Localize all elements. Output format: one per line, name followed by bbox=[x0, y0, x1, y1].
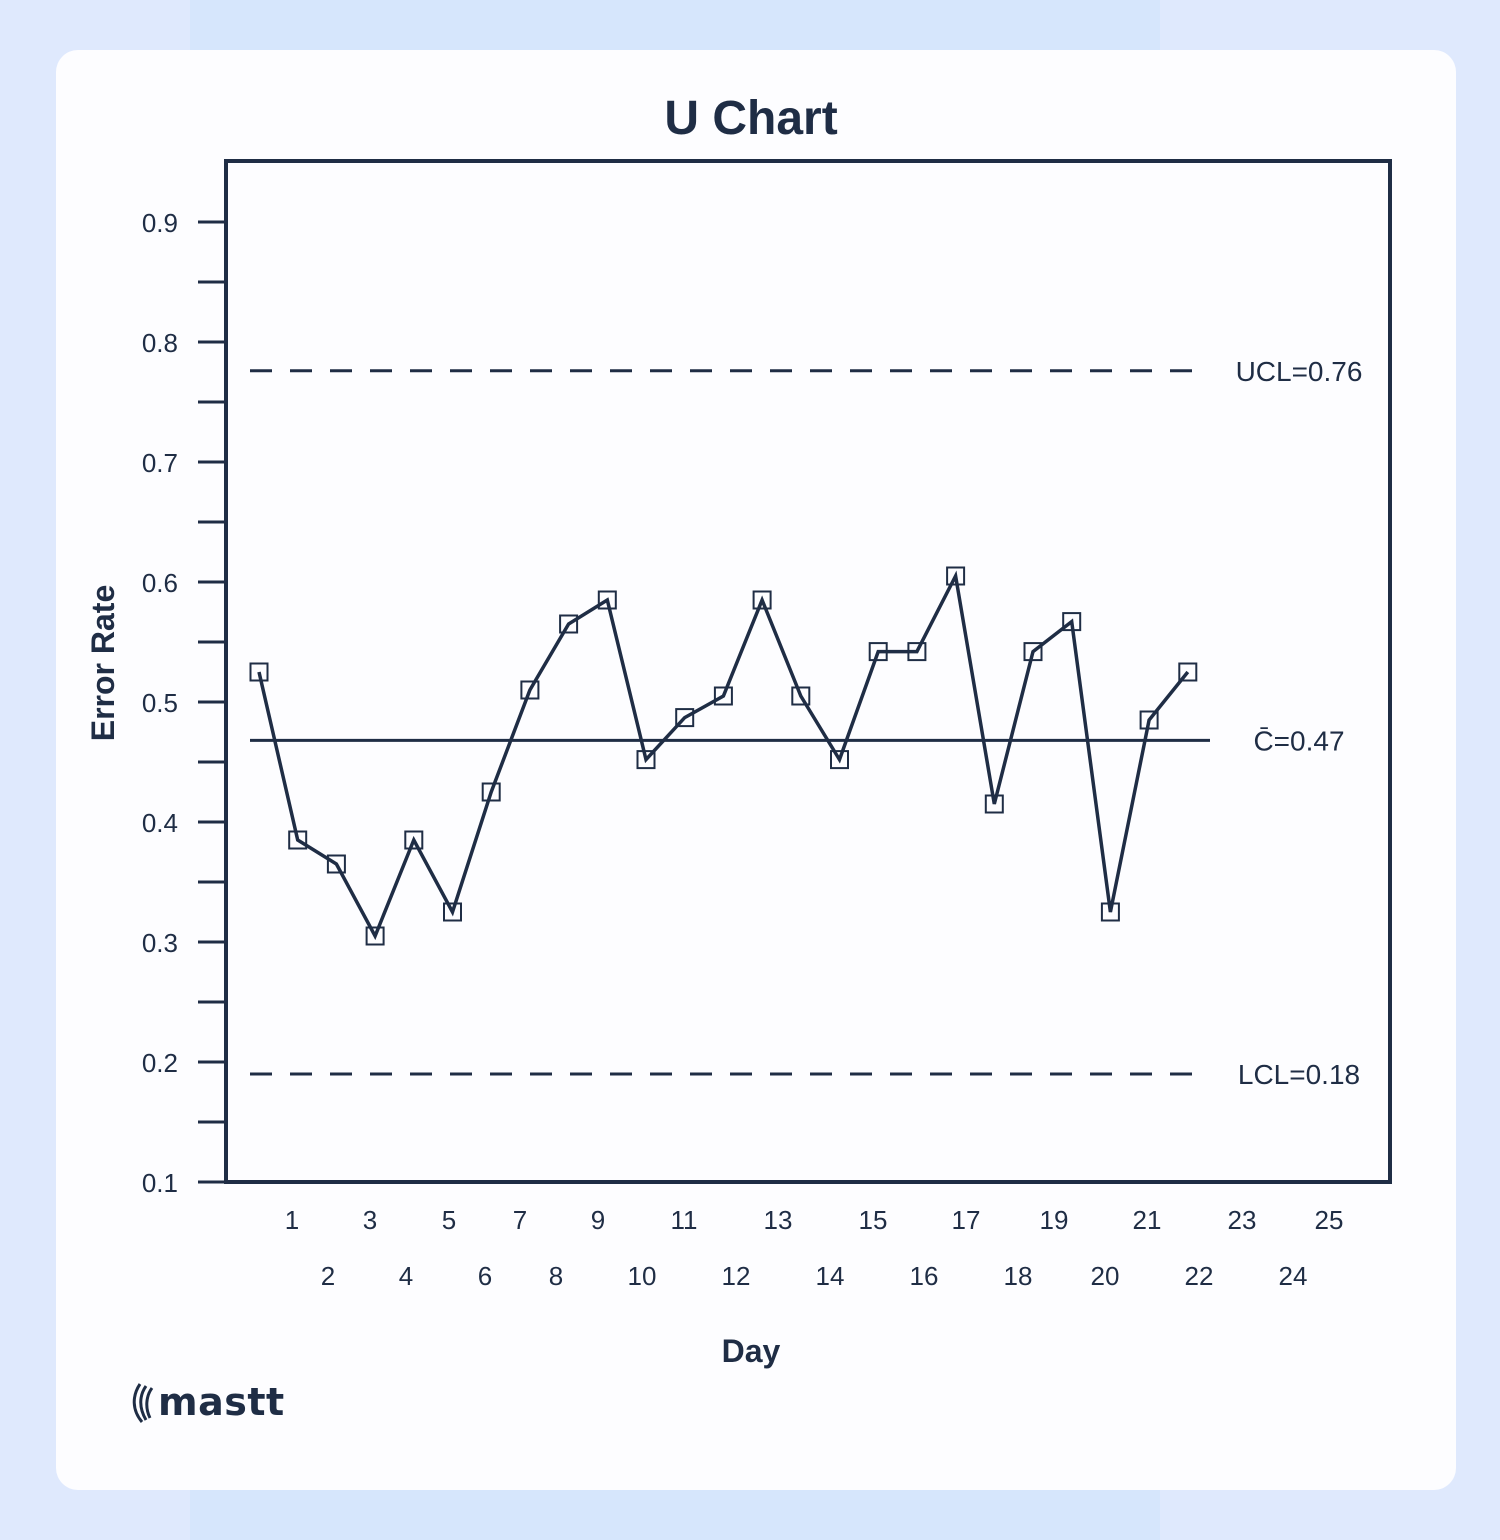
x-tick-label: 21 bbox=[1133, 1205, 1162, 1235]
data-point bbox=[752, 590, 772, 610]
brand-logo: mastt bbox=[128, 1380, 285, 1424]
data-point bbox=[907, 642, 927, 662]
chart-card bbox=[56, 50, 1456, 1490]
data-point bbox=[597, 590, 617, 610]
data-point bbox=[520, 680, 540, 700]
data-point bbox=[1100, 902, 1120, 922]
x-tick-label: 19 bbox=[1040, 1205, 1069, 1235]
x-tick-label: 6 bbox=[478, 1261, 492, 1291]
data-point bbox=[1139, 710, 1159, 730]
y-tick-label: 0.9 bbox=[142, 208, 178, 238]
data-point bbox=[713, 686, 733, 706]
data-point bbox=[946, 566, 966, 586]
brand-name: mastt bbox=[158, 1380, 285, 1424]
y-axis-label: Error Rate bbox=[85, 585, 121, 742]
x-tick-label: 4 bbox=[399, 1261, 413, 1291]
data-point bbox=[791, 686, 811, 706]
mastt-logo-icon bbox=[132, 1383, 154, 1423]
data-point bbox=[288, 830, 308, 850]
x-tick-label: 14 bbox=[816, 1261, 845, 1291]
data-point bbox=[984, 794, 1004, 814]
x-tick-label: 22 bbox=[1185, 1261, 1214, 1291]
data-point bbox=[1023, 642, 1043, 662]
x-tick-label: 15 bbox=[859, 1205, 888, 1235]
data-line bbox=[257, 570, 1190, 941]
x-tick-label: 17 bbox=[952, 1205, 981, 1235]
x-axis-label: Day bbox=[722, 1333, 781, 1369]
data-point bbox=[675, 708, 695, 728]
x-tick-label: 10 bbox=[628, 1261, 657, 1291]
x-tick-label: 12 bbox=[722, 1261, 751, 1291]
data-point bbox=[404, 830, 424, 850]
lcl-label: LCL=0.18 bbox=[1238, 1059, 1360, 1090]
data-point bbox=[559, 614, 579, 634]
data-point bbox=[1178, 662, 1198, 682]
x-tick-label: 9 bbox=[591, 1205, 605, 1235]
plot-frame bbox=[224, 159, 1392, 1184]
y-tick-label: 0.2 bbox=[142, 1048, 178, 1078]
x-tick-label: 24 bbox=[1279, 1261, 1308, 1291]
y-tick-label: 0.7 bbox=[142, 448, 178, 478]
x-tick-label: 13 bbox=[764, 1205, 793, 1235]
data-point bbox=[443, 902, 462, 922]
x-tick-label: 11 bbox=[671, 1205, 698, 1235]
center-label: C̄=0.47 bbox=[1253, 725, 1344, 756]
y-tick-label: 0.1 bbox=[142, 1168, 178, 1198]
x-tick-label: 18 bbox=[1004, 1261, 1033, 1291]
data-point bbox=[481, 782, 501, 802]
x-tick-label: 3 bbox=[363, 1205, 377, 1235]
data-point bbox=[365, 926, 385, 946]
data-point bbox=[1062, 612, 1082, 632]
x-tick-label: 20 bbox=[1091, 1261, 1120, 1291]
ucl-label: UCL=0.76 bbox=[1236, 356, 1363, 387]
chart-title: U Chart bbox=[664, 92, 837, 145]
x-tick-label: 5 bbox=[442, 1205, 456, 1235]
x-tick-label: 1 bbox=[285, 1205, 299, 1235]
x-tick-label: 25 bbox=[1315, 1205, 1344, 1235]
x-tick-label: 2 bbox=[321, 1261, 335, 1291]
data-point bbox=[636, 750, 656, 770]
data-point bbox=[868, 642, 888, 662]
data-point bbox=[326, 854, 346, 874]
x-tick-label: 16 bbox=[910, 1261, 939, 1291]
x-tick-label: 8 bbox=[549, 1261, 563, 1291]
x-tick-label: 23 bbox=[1228, 1205, 1257, 1235]
y-tick-label: 0.3 bbox=[142, 928, 178, 958]
y-tick-label: 0.5 bbox=[142, 688, 178, 718]
x-tick-label: 7 bbox=[513, 1205, 527, 1235]
y-tick-label: 0.6 bbox=[142, 568, 178, 598]
y-tick-label: 0.8 bbox=[142, 328, 178, 358]
data-point bbox=[830, 750, 849, 770]
data-point bbox=[249, 662, 269, 682]
y-tick-label: 0.4 bbox=[142, 808, 178, 838]
